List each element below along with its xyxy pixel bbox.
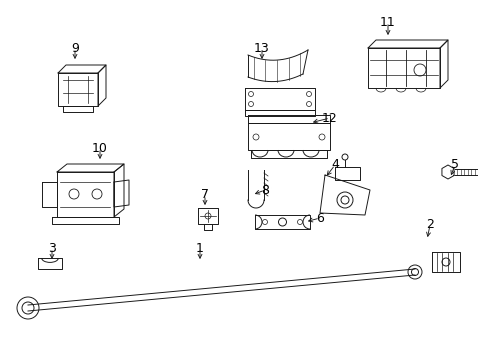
Text: 5: 5 <box>450 158 458 171</box>
Text: 12: 12 <box>322 112 337 125</box>
Text: 13: 13 <box>254 41 269 54</box>
Text: 7: 7 <box>201 189 208 202</box>
Text: 11: 11 <box>379 15 395 28</box>
Text: 3: 3 <box>48 242 56 255</box>
Text: 9: 9 <box>71 41 79 54</box>
Text: 1: 1 <box>196 242 203 255</box>
Text: 10: 10 <box>92 141 108 154</box>
Text: 2: 2 <box>425 219 433 231</box>
Text: 4: 4 <box>330 158 338 171</box>
Text: 8: 8 <box>261 184 268 197</box>
Text: 6: 6 <box>315 211 323 225</box>
